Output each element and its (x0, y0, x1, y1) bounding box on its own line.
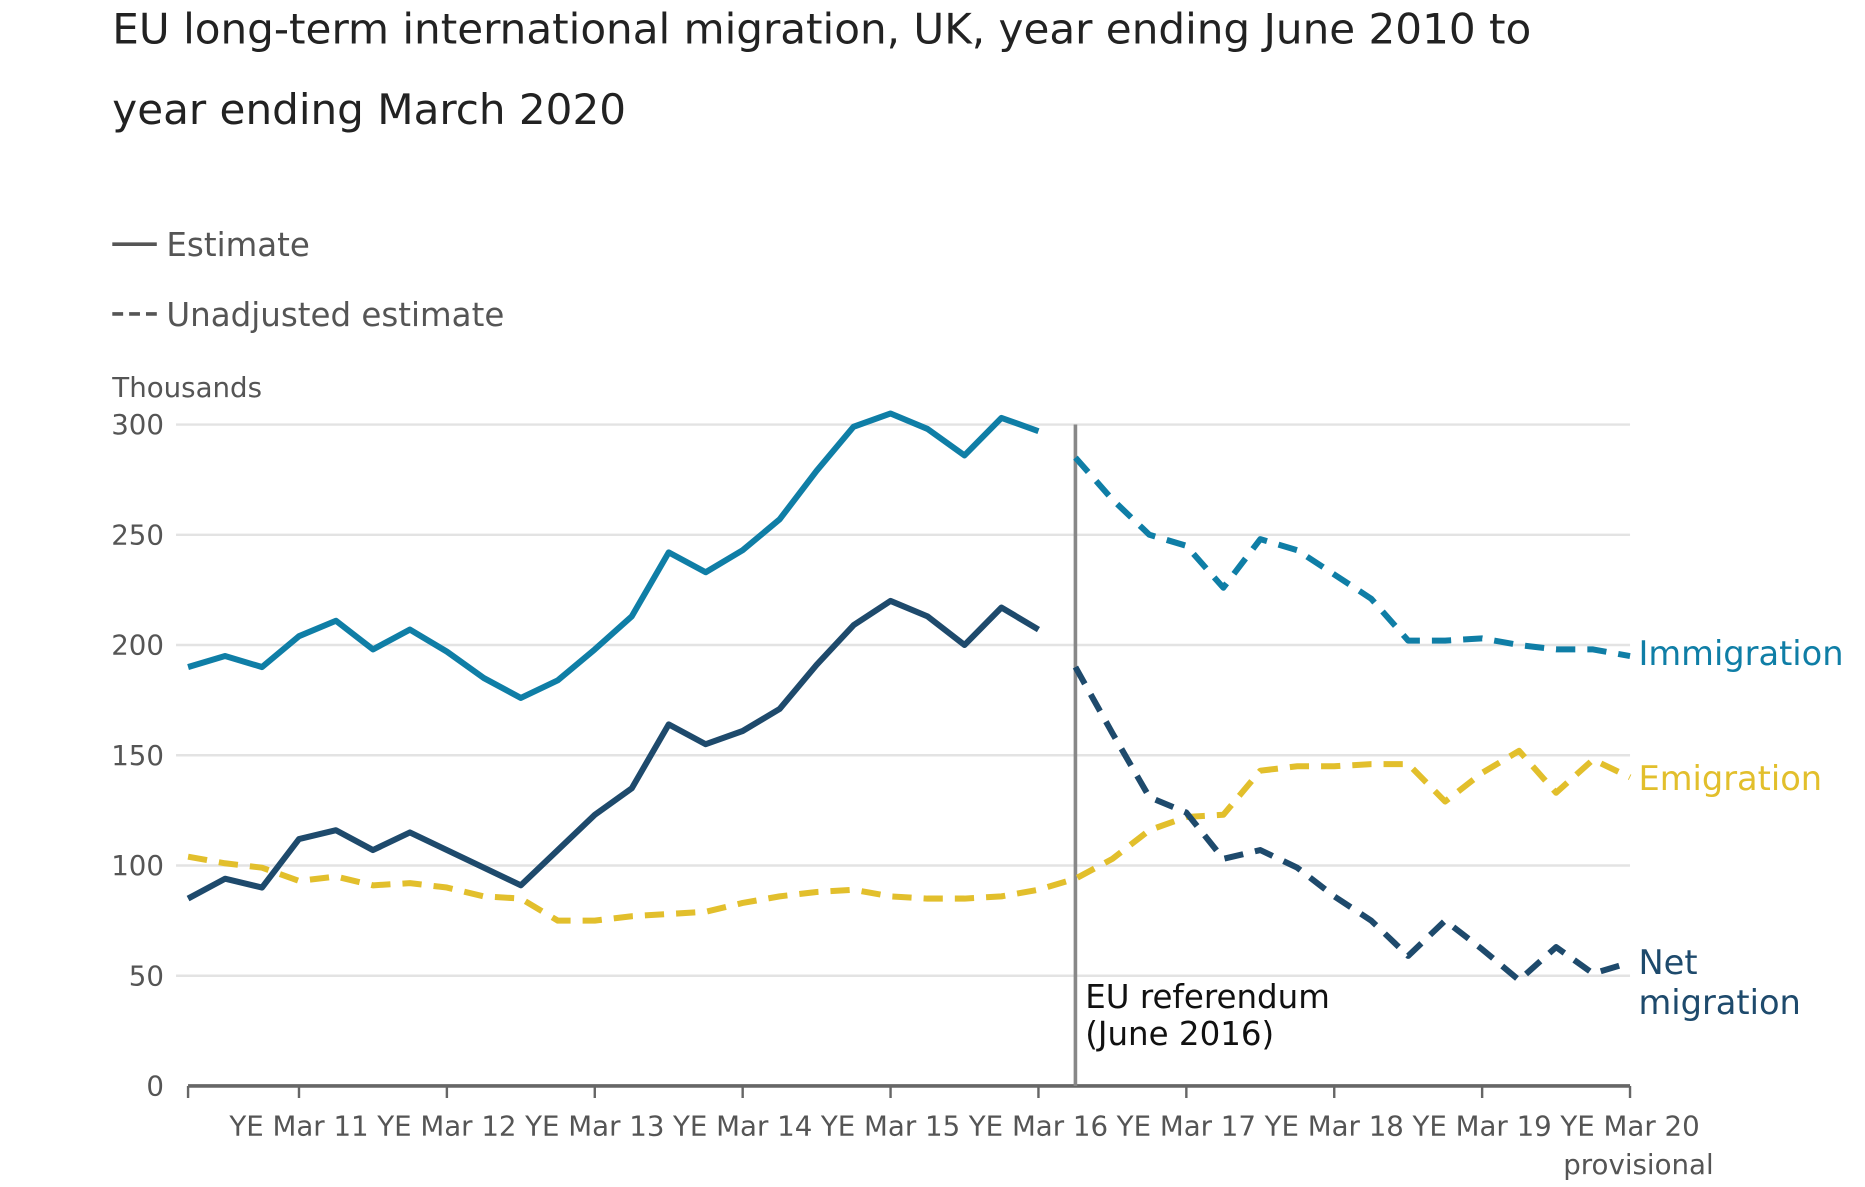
annotation-line-2: (June 2016) (1085, 1015, 1274, 1053)
x-tick-label: YE Mar 13 (524, 1109, 664, 1142)
immigration-unadjusted-line (1073, 455, 1631, 659)
y-tick-label: 50 (129, 959, 164, 992)
immigration-estimate-line (187, 410, 1040, 701)
y-tick-label: 300 (111, 408, 164, 441)
chart-title-line-2: year ending March 2020 (112, 85, 626, 134)
x-tick-label: YE Mar 16 (968, 1109, 1108, 1142)
net-migration-estimate-line (186, 597, 1040, 902)
x-tick-label: YE Mar 18 (1264, 1109, 1404, 1142)
x-tick-label: YE Mar 15 (820, 1109, 960, 1142)
annotation-line-1: EU referendum (1085, 978, 1330, 1016)
y-tick-label: 150 (111, 739, 164, 772)
net-migration-unadjusted-line (1072, 665, 1631, 984)
x-tick-label: YE Mar 11 (228, 1109, 368, 1142)
legend: Estimate Unadjusted estimate (112, 226, 504, 334)
y-axis-label: Thousands (111, 371, 262, 404)
x-tick-label: YE Mar 19 (1411, 1109, 1551, 1142)
y-tick-label: 200 (111, 629, 164, 662)
y-tick-label: 100 (111, 849, 164, 882)
emigration-unadjusted-line (187, 747, 1632, 924)
legend-estimate-label: Estimate (166, 226, 309, 264)
series-label-net-migration-2: migration (1638, 983, 1800, 1022)
legend-unadjusted-label: Unadjusted estimate (166, 296, 504, 334)
x-tick-note: provisional (1563, 1148, 1713, 1181)
series-lines (186, 410, 1632, 984)
x-tick-label: YE Mar 12 (376, 1109, 516, 1142)
y-axis: 0 50 100 150 200 250 300 (111, 408, 164, 1102)
x-tick-label: YE Mar 17 (1116, 1109, 1256, 1142)
y-tick-label: 250 (111, 518, 164, 551)
x-tick-label: YE Mar 20 (1559, 1109, 1699, 1142)
gridlines (176, 423, 1631, 977)
x-axis: YE Mar 11 YE Mar 12 YE Mar 13 YE Mar 14 YE M… (186, 1084, 1700, 1142)
x-tick-label: YE Mar 14 (672, 1109, 812, 1142)
series-label-immigration: Immigration (1638, 634, 1843, 673)
chart-title-line-1: EU long-term international migration, UK… (112, 4, 1531, 53)
series-label-net-migration-1: Net (1638, 943, 1697, 982)
y-tick-label: 0 (146, 1070, 164, 1103)
series-label-emigration: Emigration (1638, 759, 1822, 798)
